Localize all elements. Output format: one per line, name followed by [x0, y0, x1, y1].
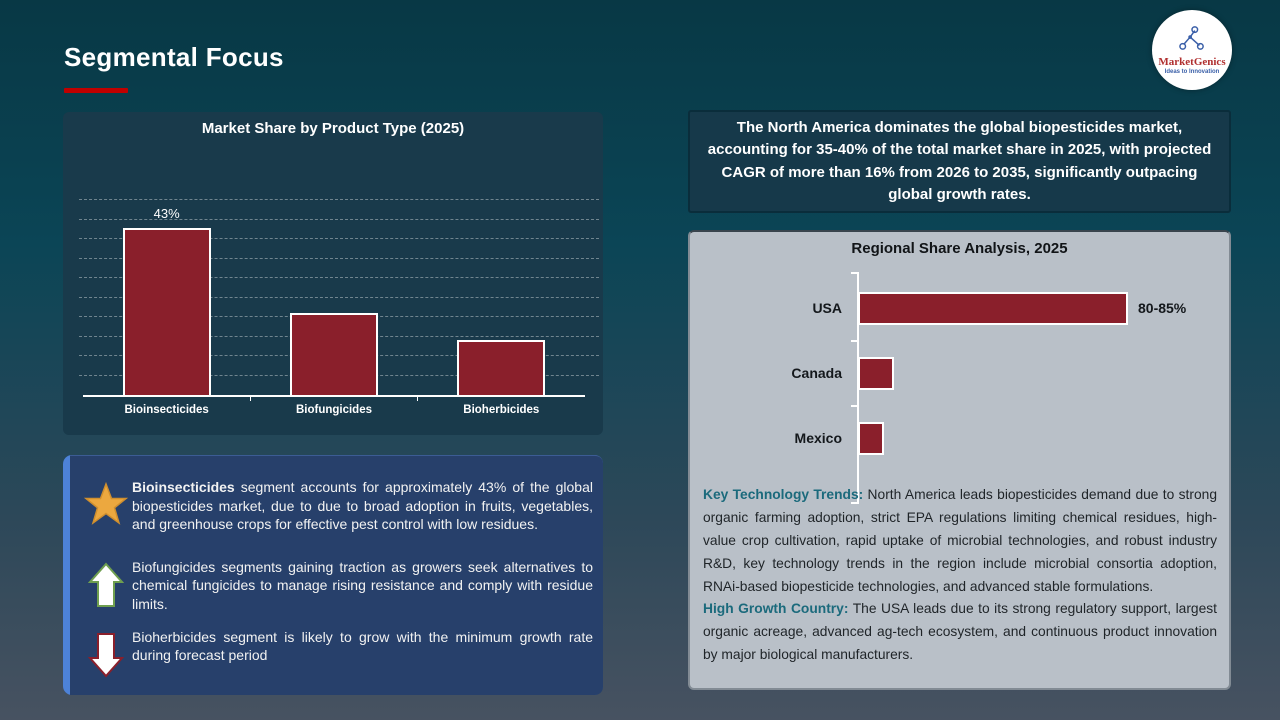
note-body: segment accounts for approximately 43% o… [132, 479, 593, 533]
bar-bioinsecticides [122, 228, 211, 395]
bar-usa [858, 292, 1128, 325]
highlight-text: The North America dominates the global b… [707, 118, 1212, 204]
logo-tagline: Ideas to Innovation [1164, 68, 1220, 75]
hbar-row-usa: USA 80-85% [690, 292, 1229, 325]
arrow-up-icon [80, 558, 132, 608]
y-axis-tick [851, 405, 859, 407]
y-axis-tick [851, 340, 859, 342]
gridline [79, 257, 599, 259]
gridline [79, 218, 599, 220]
regional-notes: Key Technology Trends: North America lea… [703, 484, 1217, 667]
note-bioinsecticides: Bioinsecticides segment accounts for app… [80, 478, 597, 534]
note-bioherbicides: Bioherbicides segment is likely to grow … [80, 628, 597, 678]
product-chart-plot: 43% [79, 140, 599, 401]
segment-notes-inner: Bioinsecticides segment accounts for app… [70, 455, 603, 695]
product-type-chart-card: Market Share by Product Type (2025) 43% … [63, 112, 603, 435]
key-technology-trends-lead: Key Technology Trends: [703, 487, 864, 502]
note-text: Biofungicides segments gaining traction … [132, 558, 597, 614]
regional-chart-plot: USA 80-85% Canada Mexico [690, 262, 1229, 512]
note-lead: Bioinsecticides [132, 479, 235, 495]
regional-chart-title: Regional Share Analysis, 2025 [851, 240, 1068, 257]
bar-canada [858, 357, 894, 390]
note-body: Bioherbicides segment is likely to grow … [132, 628, 593, 664]
arrow-down-icon [80, 628, 132, 678]
molecule-icon [1177, 25, 1207, 56]
hbar-row-mexico: Mexico [690, 422, 1229, 455]
bar-value-label: 43% [153, 206, 180, 221]
note-text: Bioherbicides segment is likely to grow … [132, 628, 597, 665]
gridline [79, 296, 599, 298]
page-title: Segmental Focus [64, 42, 284, 72]
product-chart-categories: Bioinsecticides Biofungicides Bioherbicide… [83, 404, 585, 416]
note-text: Bioinsecticides segment accounts for app… [132, 478, 597, 534]
region-label-canada: Canada [791, 365, 842, 381]
gridline [79, 277, 599, 279]
north-america-highlight-box: The North America dominates the global b… [688, 110, 1231, 213]
bar-mexico [858, 422, 884, 455]
category-label-bioherbicides: Bioherbicides [463, 404, 540, 416]
gridline [79, 238, 599, 240]
marketgenics-logo: MarketGenics Ideas to Innovation [1152, 10, 1232, 90]
bar-bioherbicides [457, 340, 546, 395]
segment-notes-box: Bioinsecticides segment accounts for app… [63, 455, 603, 695]
high-growth-country-text: The USA leads due to its strong regulato… [703, 601, 1217, 663]
category-label-bioinsecticides: Bioinsecticides [124, 404, 209, 416]
y-axis-tick [851, 272, 859, 274]
title-underline [64, 88, 128, 93]
logo-name: MarketGenics [1158, 56, 1226, 69]
bar-value-label: 80-85% [1138, 300, 1187, 316]
note-body: Biofungicides segments gaining traction … [132, 558, 593, 613]
x-axis-tick [417, 395, 419, 401]
bar-biofungicides [290, 313, 378, 395]
x-axis-tick [250, 395, 252, 401]
star-icon [80, 478, 132, 526]
regional-share-card: Regional Share Analysis, 2025 USA 80-85% C… [688, 230, 1231, 690]
key-technology-trends-text: North America leads biopesticides demand… [703, 487, 1217, 594]
product-chart-title: Market Share by Product Type (2025) [201, 120, 465, 137]
note-biofungicides: Biofungicides segments gaining traction … [80, 558, 597, 614]
region-label-mexico: Mexico [794, 430, 842, 446]
category-label-biofungicides: Biofungicides [295, 404, 372, 416]
gridline [79, 199, 599, 201]
hbar-row-canada: Canada [690, 357, 1229, 390]
high-growth-country-lead: High Growth Country: [703, 601, 849, 617]
region-label-usa: USA [812, 300, 842, 316]
y-axis-tick [851, 502, 859, 504]
